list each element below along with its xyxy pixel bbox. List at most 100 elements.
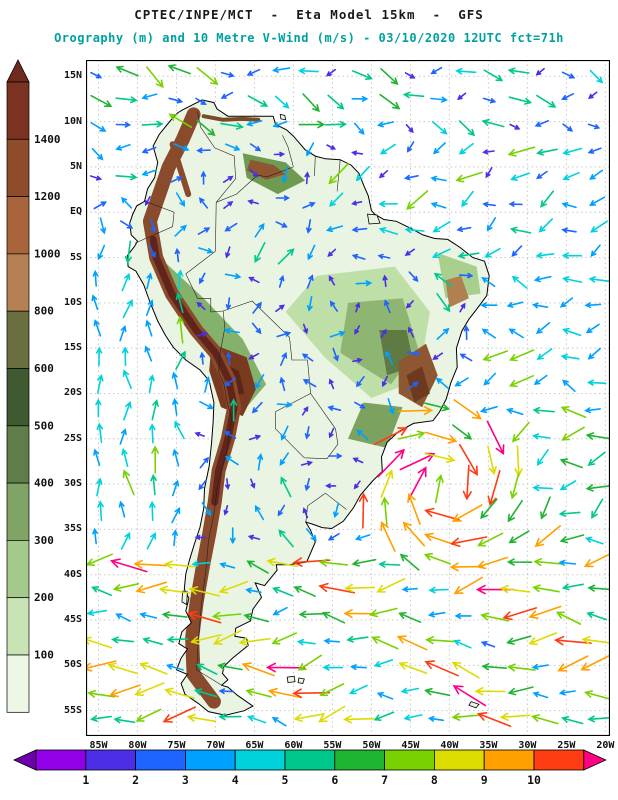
wind-arrow (355, 280, 373, 287)
wind-arrow (451, 712, 482, 721)
wind-arrow (351, 95, 369, 102)
wind-arrow (89, 715, 113, 722)
wind-arrow (456, 226, 472, 233)
wind-arrow (248, 352, 260, 360)
wind-arrow (272, 66, 291, 73)
wind-arrow (351, 558, 377, 567)
wind-arrow (481, 663, 507, 671)
wind-arrow (298, 610, 325, 619)
wind-arrow (507, 146, 536, 157)
lon-label: 55W (323, 740, 342, 751)
wind-arrow (322, 664, 344, 671)
wind-arrow (332, 347, 339, 362)
wind-arrow (318, 582, 356, 594)
wind-arrow (95, 398, 102, 418)
wind-arrow (218, 580, 248, 594)
wind-arrow (301, 406, 309, 416)
wind-arrow (120, 196, 133, 209)
wind-arrow (348, 684, 368, 695)
wind-arrow (533, 374, 548, 385)
andes-ridge (201, 114, 261, 122)
wind-arrow (198, 479, 207, 491)
wind-arrow (377, 253, 391, 260)
wind-arrow (254, 504, 265, 521)
wind-arrow (384, 299, 391, 314)
wind-arrow (584, 407, 601, 414)
lon-label: 30W (518, 740, 537, 751)
wind-arrow (353, 122, 365, 136)
wind-arrow (171, 371, 179, 389)
wind-arrow (302, 93, 320, 113)
wind-arrow (333, 502, 340, 519)
wind-arrow (139, 662, 168, 675)
wind-arrow (166, 636, 189, 643)
wind-arrow (476, 556, 509, 570)
wind-arrow (451, 504, 483, 522)
wind-arrow (224, 273, 242, 280)
wind-arrow (115, 96, 138, 104)
wind-arrow (351, 253, 366, 260)
wind-arrow (538, 218, 553, 233)
wind-arrow (272, 586, 294, 597)
wind-arrow (457, 252, 480, 259)
wind-arrow (376, 121, 394, 128)
wind-arrow (352, 457, 364, 464)
wind-arrow (174, 224, 187, 237)
wind-arrow (559, 458, 583, 469)
wind-arrow (453, 576, 483, 595)
wind-arrow (252, 301, 262, 314)
wind-arrow (532, 433, 551, 440)
wind-arrow (346, 635, 369, 643)
island (297, 677, 305, 684)
wind-arrow (277, 248, 295, 265)
wind-arrow (351, 226, 368, 233)
wind-arrow (452, 685, 487, 707)
wind-arrow (534, 525, 561, 548)
lat-label: 5N (69, 160, 82, 172)
wind-arrow (480, 641, 496, 648)
wind-arrow (376, 578, 406, 593)
orography-patch (406, 366, 430, 403)
wind-arrow (561, 426, 585, 441)
wind-arrow (219, 562, 236, 569)
wind-arrow (382, 274, 388, 288)
wind-arrow (280, 425, 289, 441)
wind-arrow (277, 504, 286, 517)
wind-arrow (329, 330, 346, 338)
wind-arrow (328, 275, 336, 286)
wind-arrow (459, 302, 466, 313)
wind-arrow (307, 244, 316, 261)
wind-arrow (463, 325, 470, 341)
wind-arrow (196, 301, 206, 311)
wind-speed-label: 8 (431, 773, 438, 787)
wind-arrow (280, 351, 288, 366)
wind-arrow (453, 639, 472, 649)
wind-arrow (302, 507, 309, 519)
wind-arrow (561, 202, 577, 209)
wind-arrow (511, 245, 523, 257)
wind-arrow (353, 480, 361, 490)
lat-label: 5S (69, 251, 82, 263)
wind-arrow (121, 272, 131, 292)
wind-arrow (484, 247, 501, 258)
wind-arrow (241, 662, 275, 677)
wind-arrow (508, 328, 524, 339)
wind-arrow (373, 427, 408, 446)
wind-arrow (99, 217, 107, 235)
wind-arrow (507, 500, 523, 523)
wind-arrow (398, 612, 422, 623)
wind-arrow (562, 147, 583, 156)
wind-arrow (408, 326, 415, 338)
wind-arrow (407, 381, 419, 390)
wind-segment (35, 749, 87, 771)
wind-arrow (93, 201, 107, 210)
wind-arrow (193, 688, 218, 698)
island (367, 213, 381, 225)
wind-arrow (397, 430, 426, 440)
wind-arrow (327, 94, 345, 110)
wind-arrow (230, 398, 238, 422)
wind-arrow (424, 687, 451, 697)
wind-arrow (257, 453, 264, 471)
lat-label: 30S (63, 478, 82, 490)
elevation-segment (6, 654, 30, 713)
